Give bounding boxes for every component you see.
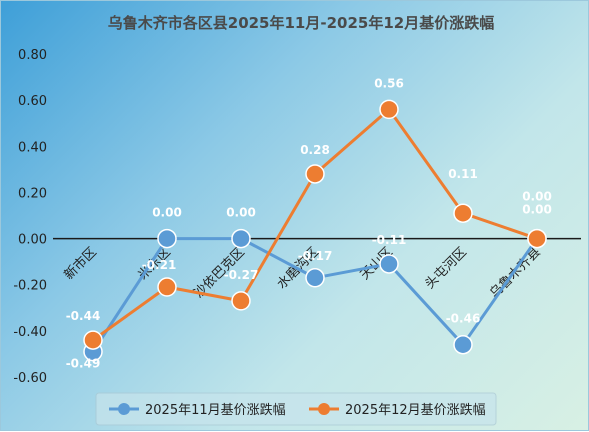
x-category-label: 乌鲁木齐县 xyxy=(487,244,544,301)
data-label: -0.17 xyxy=(298,249,333,263)
y-tick-label: 0.20 xyxy=(18,186,47,201)
data-point xyxy=(231,228,251,249)
data-label: 0.28 xyxy=(300,143,330,157)
legend-marker xyxy=(118,403,130,415)
data-point xyxy=(157,228,177,249)
data-label: 0.11 xyxy=(448,167,478,181)
data-label: -0.46 xyxy=(446,312,481,326)
series-layer: -0.490.00 0.00-0.17-0.11-0.460.00-0.44-0.… xyxy=(66,76,552,370)
y-tick-label: -0.60 xyxy=(13,371,47,386)
data-point xyxy=(527,228,547,249)
data-label: 0.00 xyxy=(522,203,552,217)
data-point xyxy=(83,330,103,350)
series-2: -0.44 -0.21 -0.27 0.28 0.56 0.11 0.00 xyxy=(66,76,552,350)
y-tick-label: 0.80 xyxy=(18,48,47,63)
x-category-label: 头屯河区 xyxy=(422,245,469,292)
y-tick-label: -0.20 xyxy=(13,279,47,294)
data-point xyxy=(453,334,473,355)
data-point xyxy=(453,203,473,223)
legend-label: 2025年11月基价涨跌幅 xyxy=(145,402,286,418)
y-tick-label: 0.60 xyxy=(18,94,47,109)
data-point xyxy=(379,254,399,274)
legend: 2025年11月基价涨跌幅 2025年12月基价涨跌幅 xyxy=(95,392,497,426)
data-point xyxy=(379,99,399,120)
data-label: -0.44 xyxy=(66,309,101,323)
data-point xyxy=(157,277,177,297)
data-point xyxy=(305,164,325,184)
chart-title: 乌鲁木齐市各区县2025年11月-2025年12月基价涨跌幅 xyxy=(108,14,494,32)
y-axis: -0.60 -0.40 -0.20 0.00 0.20 0.40 0.60 0.80 xyxy=(13,48,47,386)
data-label: 0.00 xyxy=(152,206,182,220)
x-category-label: 新市区 xyxy=(61,244,100,283)
legend-item-2: 2025年12月基价涨跌幅 xyxy=(309,402,486,418)
y-tick-label: -0.40 xyxy=(13,325,47,340)
y-tick-label: 0.40 xyxy=(18,140,47,155)
series-1: -0.490.00 0.00-0.17-0.11-0.460.00 xyxy=(66,190,552,371)
data-label: -0.21 xyxy=(142,258,177,272)
data-point xyxy=(305,268,325,288)
data-label: -0.49 xyxy=(66,357,101,371)
data-label: -0.11 xyxy=(372,233,407,247)
legend-marker xyxy=(318,403,330,415)
legend-item-1: 2025年11月基价涨跌幅 xyxy=(109,402,286,418)
data-point xyxy=(231,291,251,311)
legend-box xyxy=(95,392,497,426)
data-label: 0.00 xyxy=(226,206,256,220)
data-label: -0.27 xyxy=(224,268,259,282)
data-label: 0.00 xyxy=(522,190,552,204)
y-tick-label: 0.00 xyxy=(18,233,47,248)
legend-label: 2025年12月基价涨跌幅 xyxy=(345,402,486,418)
data-label: 0.56 xyxy=(374,76,404,90)
